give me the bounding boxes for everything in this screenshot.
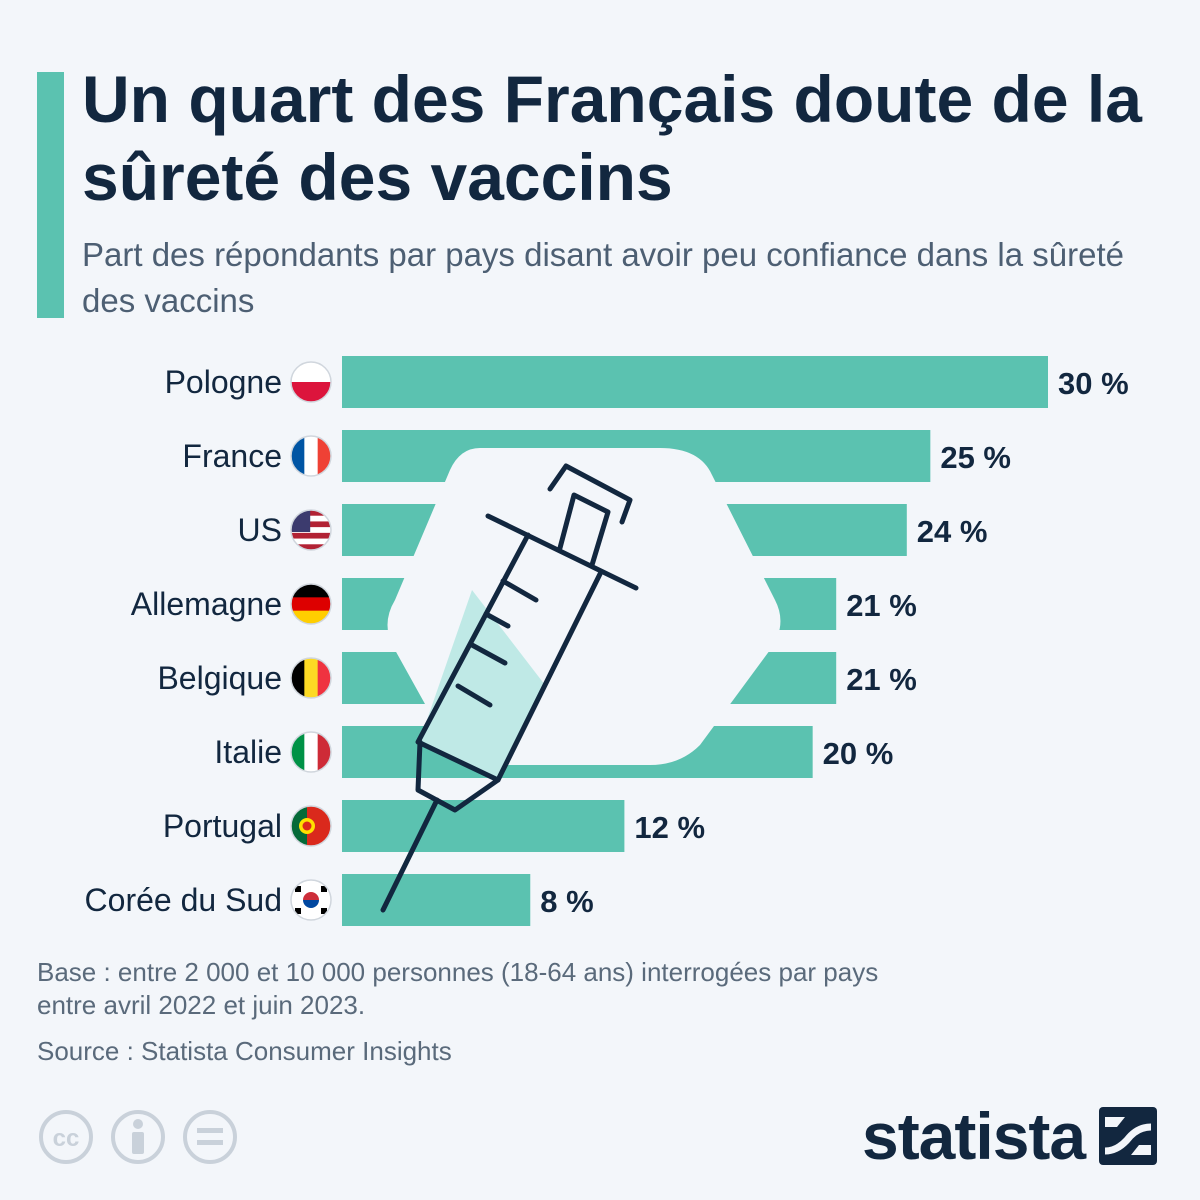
attribution-icon[interactable] xyxy=(111,1110,165,1164)
chart-subtitle: Part des répondants par pays disant avoi… xyxy=(82,236,1124,319)
source-note: Source : Statista Consumer Insights xyxy=(37,1036,452,1066)
accent-bar xyxy=(37,72,64,318)
value-label-italie: 20 % xyxy=(823,736,894,771)
category-label-allemagne: Allemagne xyxy=(131,586,282,622)
bar-chart: Pologne 30 % France 25 % US 24 % Allemagne 21 %… xyxy=(85,356,1129,926)
category-label-belgique: Belgique xyxy=(157,660,282,696)
flag-poland-icon xyxy=(291,362,331,402)
syringe-icon xyxy=(380,448,781,913)
value-label-coree-du-sud: 8 % xyxy=(540,884,593,919)
brand-name: statista xyxy=(862,1099,1086,1173)
category-label-portugal: Portugal xyxy=(163,808,282,844)
value-label-allemagne: 21 % xyxy=(846,588,917,623)
flag-south-korea-icon xyxy=(291,880,331,920)
category-label-italie: Italie xyxy=(214,734,282,770)
no-derivatives-icon[interactable] xyxy=(183,1110,237,1164)
statista-brand: statista xyxy=(862,1099,1158,1173)
value-label-belgique: 21 % xyxy=(846,662,917,697)
cc-icon[interactable]: cc xyxy=(39,1110,93,1164)
value-label-us: 24 % xyxy=(917,514,988,549)
statista-logo-icon xyxy=(1099,1107,1158,1165)
license-icons: cc xyxy=(39,1110,237,1164)
category-label-pologne: Pologne xyxy=(165,364,282,400)
bar-portugal xyxy=(342,800,625,852)
value-label-portugal: 12 % xyxy=(634,810,705,845)
category-label-us: US xyxy=(238,512,282,548)
category-label-france: France xyxy=(182,438,282,474)
bar-coree-du-sud xyxy=(342,874,531,926)
base-note: Base : entre 2 000 et 10 000 personnes (… xyxy=(37,957,879,1020)
value-label-france: 25 % xyxy=(940,440,1011,475)
value-label-pologne: 30 % xyxy=(1058,366,1129,401)
chart-title: Un quart des Français doute de la sûreté… xyxy=(82,62,1142,214)
category-label-coree-du-sud: Corée du Sud xyxy=(85,882,282,918)
svg-text:cc: cc xyxy=(53,1125,80,1152)
bar-pologne xyxy=(342,356,1048,408)
